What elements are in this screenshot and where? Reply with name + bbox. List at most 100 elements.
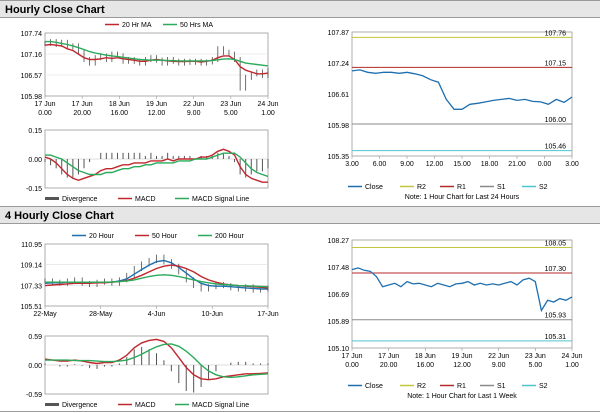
chart-note: Note: 1 Hour Chart for Last 1 Week: [407, 393, 517, 400]
x-tick-label: 4-Jun: [148, 311, 166, 318]
x-tick-date: 19 Jun: [451, 353, 472, 360]
hourly-section-header: Hourly Close Chart: [0, 0, 600, 18]
y-tick-label-1: 107.48: [328, 265, 350, 272]
x-tick-time: 5.00: [529, 362, 543, 369]
x-tick-date: 17 Jun: [72, 101, 93, 108]
four-hourly-price-chart: 110.95 109.14 107.33 105.51 20 Hour 50 Hour 20…: [21, 233, 279, 318]
x-tick-time: 1.00: [261, 110, 275, 117]
x-tick-time: 20.00: [380, 362, 398, 369]
four-hourly-macd-chart: 0.59 0.00 -0.59 Divergence MACD MACD Signal L…: [26, 334, 269, 409]
y-tick-label-2: 106.61: [328, 92, 350, 99]
y-tick-label-1: 107.24: [328, 61, 350, 68]
hourly-pivot-chart: 107.87 107.24 106.61 105.98 105.35 107.76 107.…: [328, 30, 579, 201]
legend-macd: MACD: [135, 196, 156, 203]
hourly-pivot-panel: 107.87 107.24 106.61 105.98 105.35 107.76 107.…: [300, 18, 600, 206]
x-tick-date: 22 Jun: [183, 101, 204, 108]
level-s1-label: 106.00: [545, 117, 567, 124]
legend-s2: S2: [539, 184, 548, 191]
y-tick-label-2: 107.33: [21, 283, 43, 290]
x-tick-date: 23 Jun: [525, 353, 546, 360]
four-hourly-macd-panel: 0.59 0.00 -0.59 Divergence MACD MACD Signal L…: [0, 330, 290, 410]
x-tick-date: 17 Jun: [34, 101, 55, 108]
four-hourly-section-title: 4 Hourly Close Chart: [5, 210, 114, 222]
x-tick-time: 16.00: [111, 110, 129, 117]
x-tick-label: 3.00: [345, 161, 359, 168]
legend-macd: MACD: [135, 402, 156, 409]
close-line: [351, 267, 573, 313]
x-tick-date: 24 Jun: [257, 101, 278, 108]
x-tick-time: 12.00: [148, 110, 166, 117]
legend-divergence-swatch: [45, 197, 59, 200]
hourly-price-panel: 107.74 107.16 106.57 105.98 20 Hr MA 50 Hrs M…: [0, 18, 290, 120]
y-tick-label-3: 105.98: [21, 94, 43, 101]
y-tick-label-1: 109.14: [21, 263, 43, 270]
legend-signal: MACD Signal Line: [192, 402, 249, 409]
x-tick-time: 9.00: [492, 362, 506, 369]
four-hourly-price-panel: 110.95 109.14 107.33 105.51 20 Hour 50 Hour 20…: [0, 226, 290, 330]
legend-signal: MACD Signal Line: [192, 196, 249, 203]
legend-ma-20-line: 20 Hr MA: [122, 22, 152, 29]
y-tick-label-1: 0.00: [28, 157, 42, 164]
legend-ma-50-line: 50 Hour: [152, 233, 178, 240]
level-r1-label: 107.30: [545, 266, 567, 273]
x-tick-label: 10-Jun: [202, 311, 224, 318]
x-tick-time: 20.00: [73, 110, 91, 117]
x-tick-time: 0.00: [38, 110, 52, 117]
legend-ma-20-line: 20 Hour: [89, 233, 115, 240]
ma-200-line: [45, 274, 269, 288]
hourly-macd-panel: 0.15 0.00 -0.15 Divergence MACD MACD Signal L…: [0, 124, 290, 204]
hourly-price-chart: 107.74 107.16 106.57 105.98 20 Hr MA 50 Hrs M…: [21, 22, 279, 117]
ma-50-line: [44, 264, 269, 289]
legend-close: Close: [365, 383, 383, 390]
legend-r1: R1: [457, 184, 466, 191]
level-s2-label: 105.31: [545, 334, 567, 341]
x-tick-time: 5.00: [224, 110, 238, 117]
four-hourly-pivot-chart: 108.27 107.48 106.69 105.89 105.10 108.05 107.…: [328, 238, 583, 400]
ma-50-line: [45, 40, 269, 67]
legend-s1: S1: [497, 184, 506, 191]
x-tick-label: 17-Jun: [257, 311, 279, 318]
legend-divergence-swatch: [45, 403, 59, 406]
legend-close: Close: [365, 184, 383, 191]
x-tick-time: 1.00: [565, 362, 579, 369]
x-tick-label: 15.00: [453, 161, 471, 168]
four-hourly-pivot-panel: 108.27 107.48 106.69 105.89 105.10 108.05 107.…: [300, 224, 600, 410]
level-r2-label: 107.76: [545, 30, 567, 37]
x-tick-label: 3.00: [565, 161, 579, 168]
plot-frame: [351, 31, 573, 157]
legend-r2: R2: [417, 184, 426, 191]
y-tick-label-4: 105.10: [328, 346, 350, 353]
bottom-rule: [0, 411, 600, 412]
level-r1-label: 107.15: [545, 60, 567, 67]
legend-s1: S1: [497, 383, 506, 390]
level-s1-label: 105.93: [545, 313, 567, 320]
x-tick-time: 16.00: [417, 362, 435, 369]
y-tick-label-2: -0.15: [26, 186, 42, 193]
x-tick-date: 23 Jun: [220, 101, 241, 108]
hourly-section-title: Hourly Close Chart: [5, 4, 105, 16]
y-tick-label-2: 106.57: [21, 73, 43, 80]
x-tick-time: 12.00: [453, 362, 471, 369]
y-tick-label-2: -0.59: [26, 392, 42, 399]
legend-ma-200-line: 200 Hour: [215, 233, 244, 240]
x-tick-date: 22 Jun: [488, 353, 509, 360]
y-tick-label-0: 110.95: [21, 242, 42, 249]
x-tick-date: 19 Jun: [146, 101, 167, 108]
x-tick-date: 18 Jun: [415, 353, 436, 360]
y-tick-label-1: 0.00: [28, 363, 42, 370]
x-tick-time: 9.00: [187, 110, 201, 117]
legend-divergence: Divergence: [62, 196, 98, 203]
legend-ma-50-line: 50 Hrs MA: [180, 22, 213, 29]
y-tick-label-3: 105.98: [328, 123, 350, 130]
x-tick-label: 22-May: [33, 311, 57, 318]
legend-divergence: Divergence: [62, 402, 98, 409]
y-tick-label-2: 106.69: [328, 292, 350, 299]
plot-frame: [44, 32, 269, 97]
chart-note: Note: 1 Hour Chart for Last 24 Hours: [405, 194, 520, 201]
x-tick-label: 0.00: [538, 161, 552, 168]
y-tick-label-0: 107.87: [328, 30, 350, 37]
x-tick-label: 28-May: [89, 311, 113, 318]
y-tick-label-1: 107.16: [21, 52, 43, 59]
hourly-macd-chart: 0.15 0.00 -0.15 Divergence MACD MACD Signal L…: [26, 128, 269, 203]
y-tick-label-0: 108.27: [328, 238, 350, 245]
